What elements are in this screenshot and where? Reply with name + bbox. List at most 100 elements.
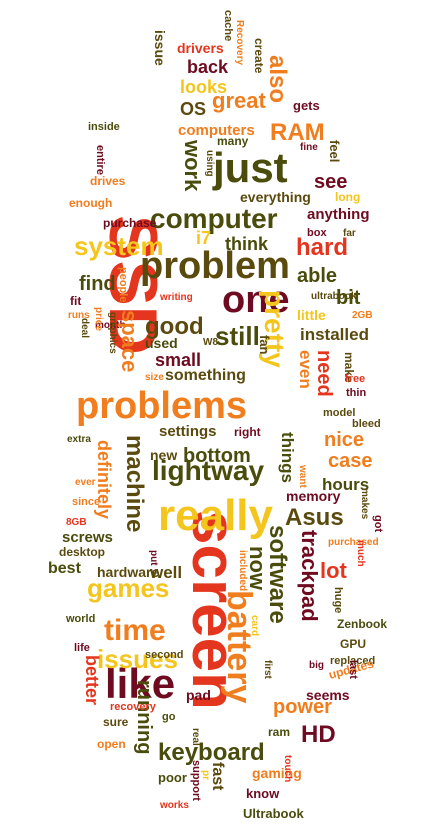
word: life (74, 642, 90, 654)
word: touch (282, 755, 293, 782)
word: able (297, 265, 337, 287)
word: hours (322, 475, 369, 494)
word: works (159, 800, 189, 811)
word: cache (222, 10, 234, 41)
word: size (145, 372, 164, 383)
word: now (245, 546, 270, 591)
word: find (79, 273, 116, 295)
word: bleed (352, 418, 381, 430)
word: support (190, 760, 202, 801)
word: pr (200, 770, 211, 780)
word: world (65, 613, 95, 625)
word: new (150, 447, 177, 463)
word: RAM (270, 119, 325, 146)
word: 2GB (352, 310, 373, 321)
word: fast (209, 762, 226, 791)
word: included (237, 550, 248, 591)
word: lot (320, 558, 348, 583)
word: pad (186, 687, 211, 703)
word: long (335, 190, 360, 204)
word: installed (300, 325, 369, 344)
word: using (204, 150, 215, 177)
word: used (145, 335, 178, 351)
word: memory (286, 488, 341, 504)
word: create (252, 38, 266, 74)
word: writing (159, 292, 193, 303)
word: desktop (59, 545, 105, 559)
word: small (155, 350, 201, 370)
word: something (165, 367, 246, 384)
word: system (74, 231, 164, 261)
word: month (95, 320, 126, 331)
word: recovery (110, 701, 157, 713)
word: sure (103, 715, 129, 729)
word: one (222, 279, 290, 321)
word: think (225, 234, 269, 254)
word: computer (150, 203, 278, 234)
word: last (347, 660, 359, 679)
word: i7 (196, 228, 211, 248)
word: better (82, 655, 102, 705)
word: right (234, 425, 261, 439)
word: 8GB (66, 517, 87, 528)
word: free (345, 373, 365, 385)
word: software (264, 525, 291, 624)
word: fan (257, 335, 272, 355)
word: everything (240, 189, 311, 205)
word: make (342, 352, 356, 383)
word: keyboard (158, 739, 265, 766)
word: poor (158, 770, 187, 785)
word: Zenbook (337, 617, 387, 631)
word: case (328, 450, 373, 472)
word: GPU (340, 637, 366, 651)
word: screws (62, 529, 113, 546)
word: deal (79, 318, 90, 338)
word: good (145, 313, 204, 340)
word: battery (220, 590, 258, 703)
word: know (246, 786, 280, 801)
word: price (93, 307, 104, 331)
word: purchased (328, 537, 379, 548)
word: replaced (330, 655, 375, 667)
word: want (297, 464, 308, 488)
word: fit (70, 294, 81, 308)
word: hard (296, 234, 348, 261)
word: time (104, 614, 166, 647)
word: definitely (94, 440, 114, 519)
word: people (117, 267, 129, 302)
word: much (355, 540, 366, 567)
word: fine (300, 142, 318, 153)
word: also (264, 55, 291, 103)
word: thin (346, 387, 366, 399)
word: huge (332, 587, 344, 613)
word: pretty (259, 290, 290, 368)
word: work (180, 139, 205, 192)
word: even (296, 350, 315, 389)
word: games (87, 573, 169, 603)
word: got (372, 515, 384, 532)
word: model (323, 407, 355, 419)
word: need (313, 350, 335, 397)
word: ultrabook (311, 291, 357, 302)
word: problems (76, 385, 247, 427)
word: SSD (95, 215, 171, 355)
word: issue (152, 30, 168, 66)
word: really (158, 491, 274, 540)
word: power (273, 696, 332, 718)
word: runs (68, 310, 90, 321)
word: purchase (103, 216, 157, 230)
word: nice (324, 429, 364, 451)
word: back (187, 57, 229, 77)
word: feel (327, 140, 342, 162)
word: space (117, 310, 142, 372)
word: OS (180, 99, 206, 119)
word: anything (307, 206, 370, 223)
word: enough (69, 196, 112, 210)
word: drivers (177, 40, 224, 56)
word: things (278, 432, 297, 483)
word: looks (180, 77, 227, 97)
word: W8 (203, 337, 218, 348)
word: machine (121, 435, 148, 532)
word: bit (336, 287, 361, 309)
word: inside (88, 121, 120, 133)
